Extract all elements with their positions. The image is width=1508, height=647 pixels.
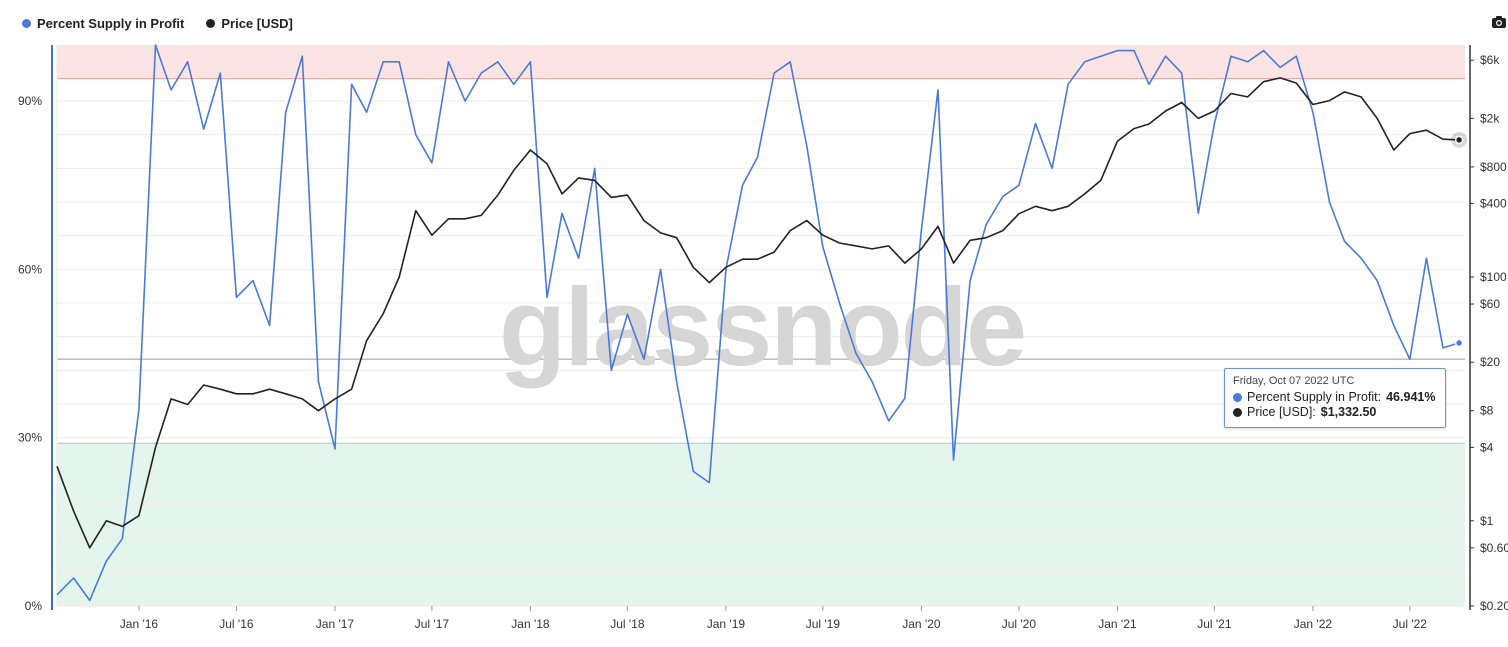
x-tick-label: Jul '19 <box>806 617 841 631</box>
y-left-tick-label: 90% <box>18 94 42 108</box>
legend-dot-icon <box>206 19 216 28</box>
y-right-tick-label: $100 <box>1480 270 1507 284</box>
y-right-tick-label: $60 <box>1480 297 1500 311</box>
x-tick-label: Jan '16 <box>120 617 159 631</box>
x-tick-label: Jan '19 <box>707 617 746 631</box>
x-tick-label: Jul '21 <box>1197 617 1232 631</box>
hover-point-supply <box>1454 338 1464 348</box>
y-right-tick-label: $400 <box>1480 197 1507 211</box>
series-line-supply-in-profit <box>56 44 1460 602</box>
tooltip-supply-label: Percent Supply in Profit: <box>1247 390 1382 404</box>
tooltip-price-value: $1,332.50 <box>1320 405 1377 419</box>
tooltip-date: Friday, Oct 07 2022 UTC <box>1233 375 1355 387</box>
legend-label: Price [USD] <box>221 16 293 31</box>
x-tick-label: Jul '20 <box>1002 617 1037 631</box>
x-tick-label: Jan '17 <box>316 617 355 631</box>
tooltip-row-price: Price [USD]: $1,332.50 <box>1233 405 1437 420</box>
x-tick-label: Jan '21 <box>1098 617 1137 631</box>
legend-dot-icon <box>22 19 31 28</box>
y-right-tick-label: $8 <box>1480 404 1494 418</box>
watermark: glassnode <box>499 266 1025 389</box>
x-tick-label: Jan '22 <box>1294 617 1333 631</box>
tooltip-supply-value: 46.941% <box>1386 390 1436 404</box>
camera-icon[interactable] <box>1492 16 1506 28</box>
y-right-tick-label: $0.20 <box>1480 599 1508 613</box>
x-tick-label: Jul '18 <box>610 617 645 631</box>
x-tick-label: Jul '17 <box>415 617 450 631</box>
y-right-tick-label: $1 <box>1480 514 1494 528</box>
x-tick-label: Jul '22 <box>1393 617 1428 631</box>
hover-point-price <box>1454 135 1464 145</box>
series <box>56 44 1460 602</box>
y-left-tick-label: 60% <box>18 262 42 276</box>
tooltip-row-supply: Percent Supply in Profit: 46.941% <box>1233 390 1437 405</box>
y-right-tick-label: $20 <box>1480 355 1500 369</box>
x-tick-label: Jan '18 <box>511 617 550 631</box>
y-right-tick-label: $4 <box>1480 440 1494 454</box>
legend-label: Percent Supply in Profit <box>37 16 185 31</box>
legend-item-supply-in-profit[interactable]: Percent Supply in Profit <box>22 16 184 31</box>
band-0 <box>57 45 1465 79</box>
chart-legend: Percent Supply in Profit Price [USD] <box>22 16 293 31</box>
y-left-tick-label: 0% <box>25 599 43 613</box>
tooltip-dot-icon <box>1233 408 1242 417</box>
axes: 0% 30% 60% 90% $0.20 $0.60 $1 $4 $8 $20 $60 $100 $40… <box>18 45 1508 631</box>
x-tick-label: Jan '20 <box>902 617 941 631</box>
band-1 <box>57 443 1465 606</box>
threshold-bands <box>57 45 1465 606</box>
y-right-tick-label: $2k <box>1480 111 1500 125</box>
tooltip-dot-icon <box>1233 393 1242 402</box>
series-line-price <box>56 77 1460 549</box>
y-right-tick-label: $800 <box>1480 160 1507 174</box>
hover-tooltip: Friday, Oct 07 2022 UTC Percent Supply i… <box>1224 368 1446 428</box>
legend-item-price[interactable]: Price [USD] <box>206 16 293 31</box>
tooltip-price-label: Price [USD]: <box>1247 405 1316 419</box>
y-right-tick-label: $0.60 <box>1480 541 1508 555</box>
y-left-tick-label: 30% <box>18 431 42 445</box>
hover-markers <box>1451 131 1468 348</box>
x-tick-label: Jul '16 <box>219 617 254 631</box>
y-right-tick-label: $6k <box>1480 53 1500 67</box>
grid-lines <box>56 45 1465 607</box>
